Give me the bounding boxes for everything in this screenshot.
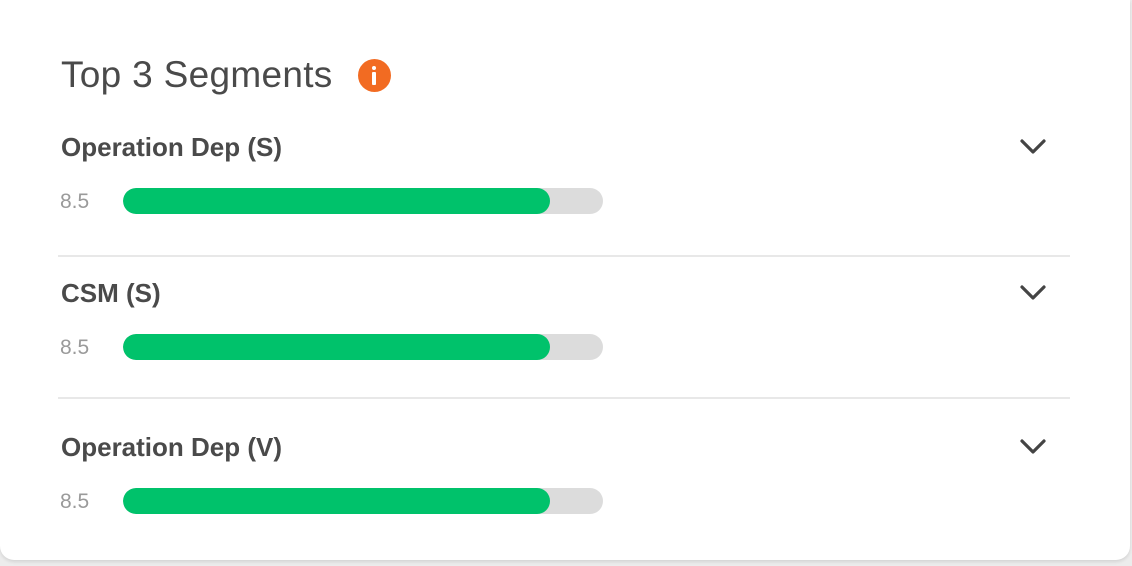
segment-score: 8.5 [60,336,90,359]
segment-name: Operation Dep (S) [61,132,283,162]
score-bar-fill [123,334,551,360]
segment-score: 8.5 [60,490,90,513]
segment-item: Operation Dep (V) 8.5 [58,432,1070,532]
segment-name: Operation Dep (V) [61,432,283,462]
card-header: Top 3 Segments [61,52,391,98]
segment-divider [58,255,1070,257]
score-bar-track [123,488,603,514]
chevron-down-icon[interactable] [1018,432,1048,462]
info-icon-stem [372,71,377,85]
segment-name: CSM (S) [61,278,161,308]
info-icon[interactable] [357,58,391,92]
card-title: Top 3 Segments [61,54,333,95]
chevron-down-icon[interactable] [1018,132,1048,162]
score-bar-fill [123,488,551,514]
segment-score: 8.5 [60,190,90,213]
info-icon-dot [372,65,377,70]
chevron-down-icon[interactable] [1018,278,1048,308]
segment-item: CSM (S) 8.5 [58,278,1070,378]
score-bar-track [123,334,603,360]
segment-divider [58,397,1070,399]
score-bar-track [123,188,603,214]
score-bar-fill [123,188,551,214]
segment-item: Operation Dep (S) 8.5 [58,132,1070,232]
